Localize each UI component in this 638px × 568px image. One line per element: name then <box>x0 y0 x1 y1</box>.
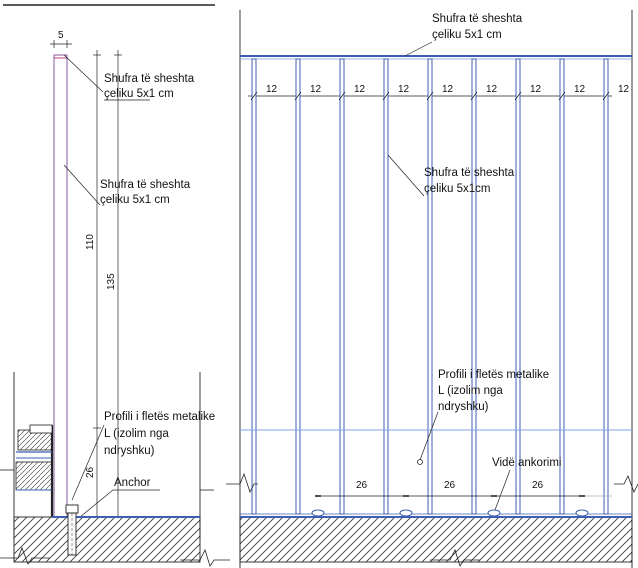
label-elev-angle-line1: Profili i fletës metalike <box>438 369 549 381</box>
label-anchor-screw: Vidë ankorimi <box>492 457 561 469</box>
concrete-slab-left <box>13 516 201 563</box>
vertical-bar <box>295 58 301 515</box>
vertical-bar <box>339 58 345 515</box>
concrete-slab-right <box>239 516 633 563</box>
anchor-spacing-dimensions: 26 26 26 <box>315 480 585 497</box>
vertical-bar <box>251 58 257 515</box>
spacing-dim-label: 12 <box>266 84 278 95</box>
vertical-flat-bars <box>251 58 609 515</box>
spacing-dim-label: 12 <box>310 84 322 95</box>
label-angle-profile-line1: Profili i fletës metalike <box>104 411 215 423</box>
vertical-bar <box>603 58 609 515</box>
anchor-head <box>575 509 589 517</box>
label-angle-profile-line2: L (izolim nga <box>104 428 169 440</box>
dim-tick <box>294 91 302 101</box>
label-flat-bar-mid-line2: çeliku 5x1 cm <box>100 194 170 206</box>
spacing-dim-label: 12 <box>574 84 586 95</box>
spacing-dim-label: 12 <box>398 84 410 95</box>
floor-finish-layers <box>0 424 53 491</box>
vertical-bar <box>559 58 565 515</box>
anchor-spacing-label: 26 <box>444 480 456 491</box>
spacing-dimensions: 12 12 12 12 12 12 12 12 12 <box>250 84 630 101</box>
spacing-dim-label: 12 <box>442 84 454 95</box>
spacing-dim-label: 12 <box>354 84 366 95</box>
dim-tick <box>338 91 346 101</box>
section-view: 5 110 135 26 Shufra të sheshta çeliku 5x… <box>0 4 230 567</box>
label-vertical-bars-line1: Shufra të sheshta <box>424 167 515 179</box>
anchor-bolt <box>65 504 79 556</box>
dim-tick <box>602 91 610 101</box>
elevation-view: 12 12 12 12 12 12 12 12 12 Shufra të sheshta çel… <box>226 10 638 568</box>
label-flat-bar-top-line1: Shufra të sheshta <box>104 73 195 85</box>
label-elev-angle-line2: L (izolim nga <box>438 385 503 397</box>
flat-bar-post <box>50 54 68 518</box>
vertical-bar <box>515 58 521 515</box>
anchor-head <box>487 509 501 517</box>
dim-tick <box>470 91 478 101</box>
anchor-head <box>399 509 413 517</box>
label-anchor: Anchor <box>114 477 151 489</box>
label-top-bar-line1: Shufra të sheshta <box>432 13 523 25</box>
dim-tick <box>250 91 258 101</box>
label-angle-profile-line3: ndryshku) <box>104 445 155 457</box>
dim-tick <box>558 91 566 101</box>
spacing-dim-label: 12 <box>530 84 542 95</box>
vertical-bar <box>427 58 433 515</box>
vertical-bar <box>471 58 477 515</box>
label-top-bar-line2: çeliku 5x1 cm <box>432 29 502 41</box>
anchor-spacing-label: 26 <box>532 480 544 491</box>
anchor-head <box>311 509 325 517</box>
dimension-lines <box>50 40 122 518</box>
label-flat-bar-mid-line1: Shufra të sheshta <box>100 179 191 191</box>
dim-height-110: 110 <box>85 234 96 250</box>
anchor-heads <box>311 509 589 517</box>
dim-base-26: 26 <box>85 466 96 478</box>
dim-tick <box>382 91 390 101</box>
anchor-spacing-label: 26 <box>356 480 368 491</box>
dim-tick <box>514 91 522 101</box>
label-flat-bar-top-line2: çeliku 5x1 cm <box>104 88 174 100</box>
label-vertical-bars-line2: çeliku 5x1cm <box>424 183 490 195</box>
spacing-dim-label: 12 <box>618 84 630 95</box>
dim-bar-width: 5 <box>58 30 64 41</box>
dim-tick <box>426 91 434 101</box>
spacing-dim-label: 12 <box>486 84 498 95</box>
dim-height-135: 135 <box>106 273 117 290</box>
label-elev-angle-line3: ndryshku) <box>438 401 489 413</box>
vertical-bar <box>383 58 389 515</box>
